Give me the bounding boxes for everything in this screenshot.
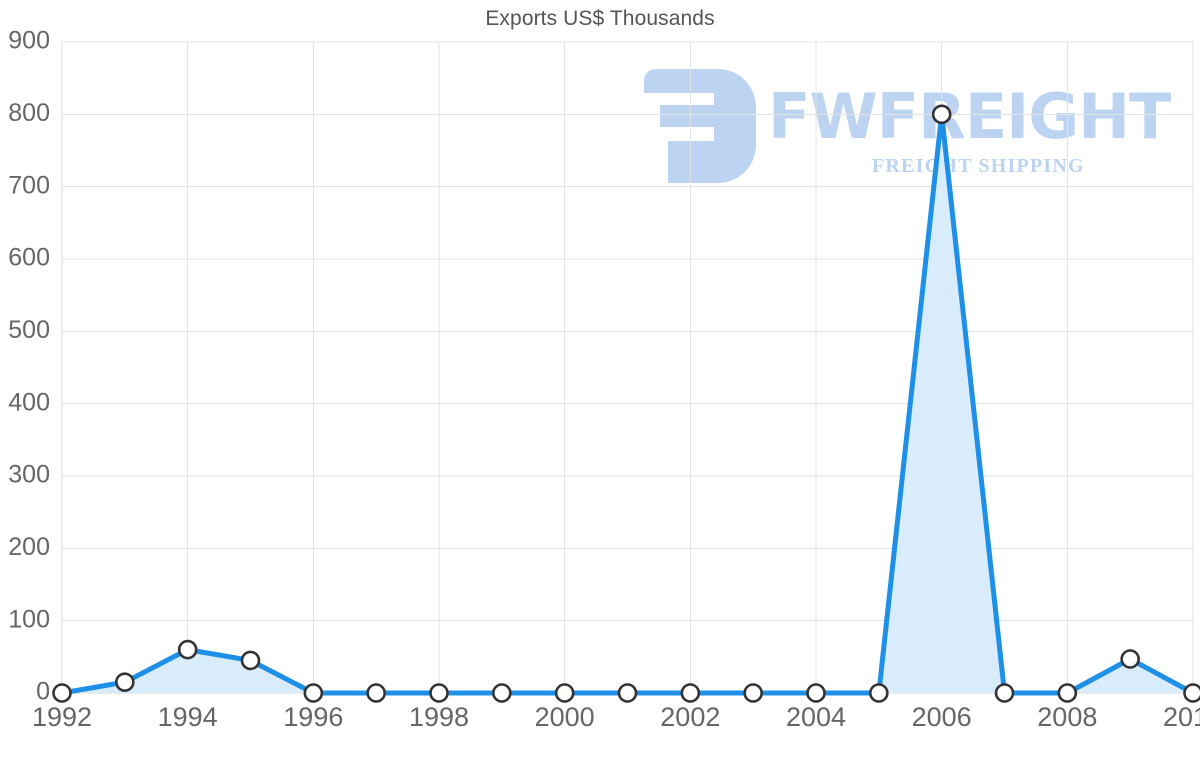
- y-axis-tick-label: 800: [8, 99, 50, 127]
- x-axis-tick-label: 2010: [1163, 702, 1200, 732]
- x-axis-tick-label: 2006: [912, 702, 972, 732]
- data-point-marker[interactable]: [743, 683, 763, 703]
- x-axis-tick-label: 1998: [409, 702, 469, 732]
- x-axis-tick-label: 1994: [158, 702, 218, 732]
- data-point-marker[interactable]: [115, 672, 135, 692]
- x-gridlines: [61, 42, 1194, 693]
- series-area: [62, 114, 1193, 694]
- data-point-marker[interactable]: [429, 683, 449, 703]
- chart-title: Exports US$ Thousands: [485, 7, 715, 30]
- data-point-marker[interactable]: [869, 683, 889, 703]
- data-point-marker[interactable]: [240, 650, 261, 671]
- x-axis-tick-labels: 1992 1994 1996 1998 2000 2002 2004 2006 2008 2010: [32, 702, 1200, 732]
- data-point-marker[interactable]: [680, 683, 701, 703]
- data-point-marker[interactable]: [554, 683, 575, 703]
- data-point-marker[interactable]: [492, 683, 512, 703]
- y-gridlines: [62, 41, 1193, 694]
- data-point-marker[interactable]: [617, 683, 638, 703]
- y-axis-tick-label: 900: [8, 27, 50, 55]
- x-axis-tick-label: 1992: [32, 702, 92, 732]
- data-point-marker[interactable]: [366, 683, 386, 703]
- data-point-marker[interactable]: [994, 683, 1015, 703]
- y-axis-tick-label: 0: [36, 678, 50, 706]
- y-axis-tick-label: 500: [8, 316, 50, 344]
- data-point-marker[interactable]: [1120, 649, 1140, 669]
- y-axis-tick-label: 400: [8, 388, 50, 416]
- data-point-marker[interactable]: [303, 683, 324, 703]
- x-axis-tick-label: 2004: [786, 702, 846, 732]
- x-axis-tick-label: 1996: [283, 702, 343, 732]
- data-point-marker[interactable]: [1057, 683, 1078, 703]
- x-axis-tick-label: 2002: [660, 702, 720, 732]
- x-axis-tick-label: 2000: [535, 702, 595, 732]
- x-axis-tick-label: 2008: [1037, 702, 1097, 732]
- data-point-marker[interactable]: [52, 683, 72, 703]
- y-axis-tick-label: 700: [8, 171, 50, 199]
- series-marker-group: [52, 104, 1200, 703]
- y-axis-tick-label: 100: [8, 605, 50, 633]
- data-point-marker[interactable]: [1183, 683, 1200, 703]
- y-axis-tick-label: 200: [8, 533, 50, 561]
- data-point-marker[interactable]: [931, 104, 952, 125]
- data-point-marker[interactable]: [806, 683, 826, 703]
- series-area-group: [62, 114, 1193, 694]
- y-axis-tick-label: 300: [8, 461, 50, 489]
- data-point-marker[interactable]: [177, 639, 198, 660]
- y-axis-tick-label: 600: [8, 244, 50, 272]
- y-axis-tick-labels: 0 100 200 300 400 500 600 700 800 900: [8, 27, 50, 706]
